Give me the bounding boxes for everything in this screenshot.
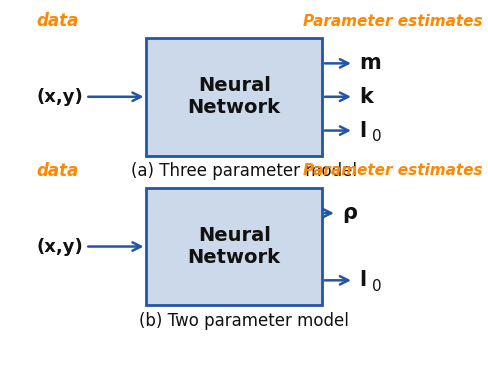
Text: m: m	[360, 53, 382, 73]
Text: (b) Two parameter model: (b) Two parameter model	[139, 312, 349, 329]
Text: data: data	[37, 162, 79, 180]
Text: Neural
Network: Neural Network	[188, 226, 281, 267]
Text: 0: 0	[372, 278, 382, 294]
Text: k: k	[360, 87, 373, 107]
Text: (a) Three parameter model: (a) Three parameter model	[131, 162, 357, 180]
Text: 0: 0	[372, 129, 382, 144]
Text: l: l	[360, 121, 367, 141]
Bar	[146, 188, 322, 305]
Text: (x,y): (x,y)	[36, 88, 83, 106]
Text: Parameter estimates: Parameter estimates	[304, 163, 483, 179]
Text: Parameter estimates: Parameter estimates	[304, 13, 483, 29]
Text: (x,y): (x,y)	[36, 238, 83, 255]
Text: ρ: ρ	[343, 203, 358, 223]
Text: data: data	[37, 12, 79, 30]
Text: Neural
Network: Neural Network	[188, 76, 281, 118]
Bar	[146, 38, 322, 156]
Text: l: l	[360, 270, 367, 290]
